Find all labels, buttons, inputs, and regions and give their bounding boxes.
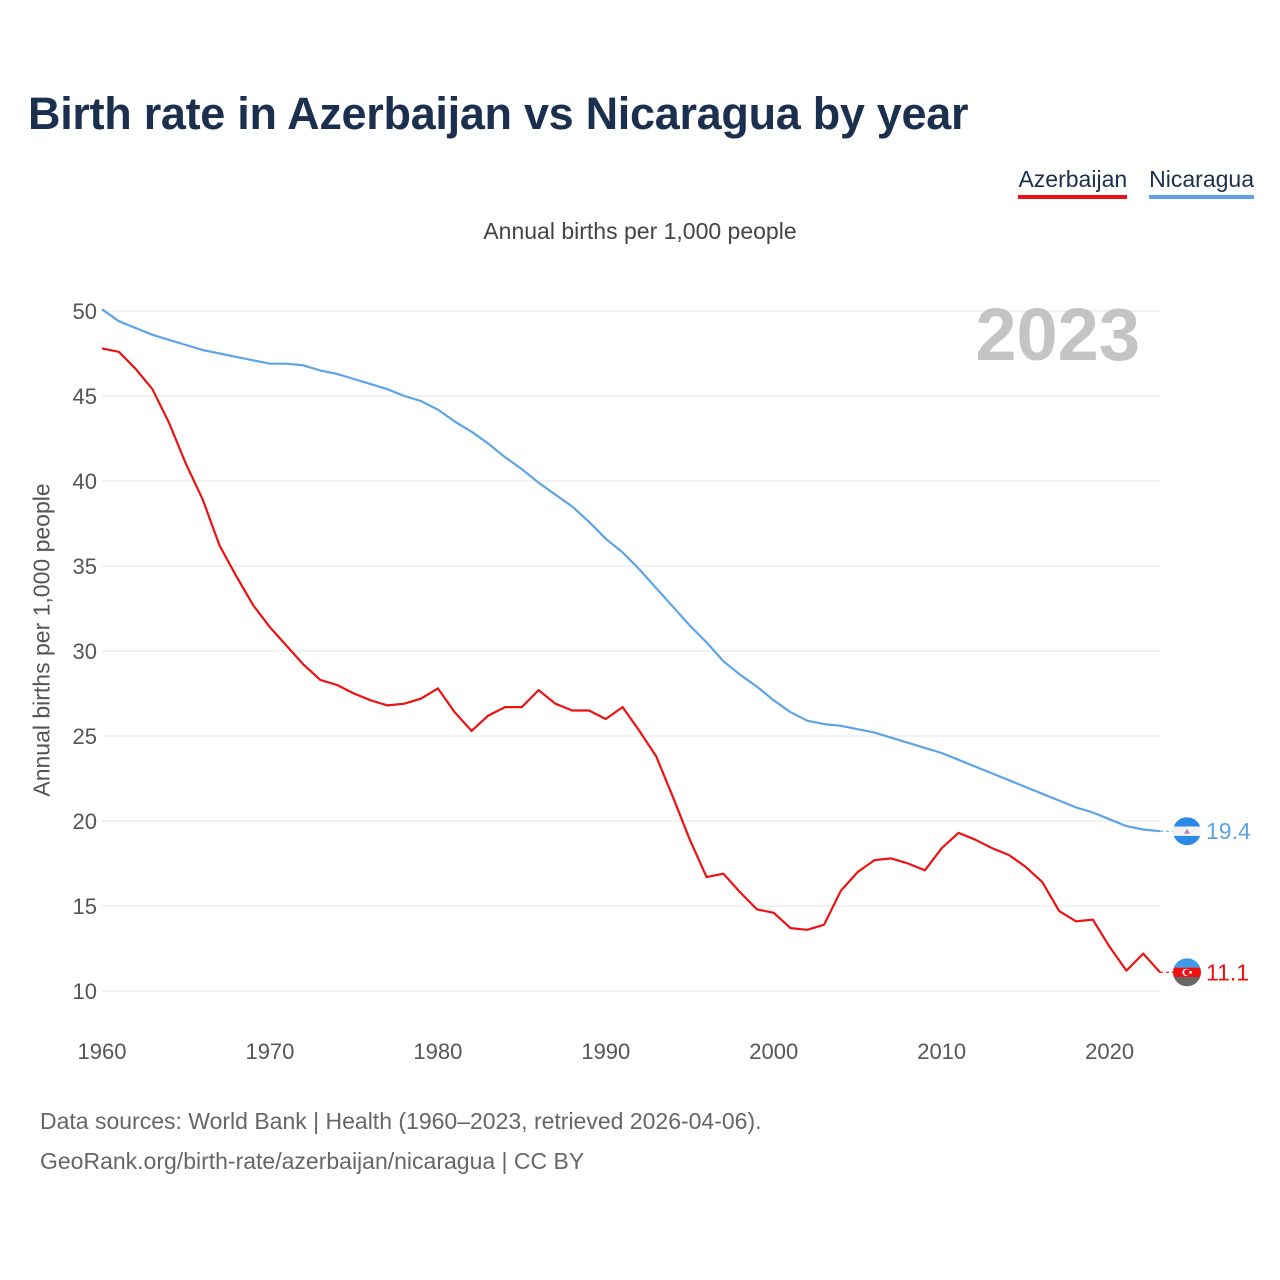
legend-item-nicaragua[interactable]: Nicaragua: [1149, 166, 1254, 199]
x-tick-label: 2010: [917, 1039, 966, 1064]
y-tick-label: 30: [73, 639, 97, 664]
x-tick-label: 1970: [245, 1039, 294, 1064]
flag-nicaragua-icon: [1173, 817, 1201, 846]
x-tick-label: 2000: [749, 1039, 798, 1064]
legend-item-azerbaijan[interactable]: Azerbaijan: [1018, 166, 1128, 199]
x-tick-label: 1990: [581, 1039, 630, 1064]
y-tick-label: 25: [73, 724, 97, 749]
series: [101, 308, 1161, 974]
footer-sources: Data sources: World Bank | Health (1960–…: [40, 1108, 762, 1134]
end-markers: 11.1 19.4: [1160, 817, 1251, 987]
legend: Azerbaijan Nicaragua: [1018, 166, 1254, 199]
end-value-label-azerbaijan: 11.1: [1206, 959, 1249, 985]
y-tick-label: 45: [73, 384, 97, 409]
y-tick-label: 50: [73, 299, 97, 324]
gridlines: [102, 310, 1160, 992]
y-tick-label: 10: [73, 979, 97, 1004]
flag-azerbaijan-icon: [1173, 958, 1201, 987]
chart-subtitle: Annual births per 1,000 people: [483, 218, 797, 244]
end-value-label-nicaragua: 19.4: [1206, 818, 1251, 844]
series-line-azerbaijan[interactable]: [101, 347, 1161, 974]
series-line-nicaragua[interactable]: [101, 308, 1161, 833]
y-tick-label: 40: [73, 469, 97, 494]
y-tick-label: 20: [73, 809, 97, 834]
chart-title: Birth rate in Azerbaijan vs Nicaragua by…: [28, 88, 969, 139]
x-tick-label: 1960: [78, 1039, 127, 1064]
x-tick-label: 2020: [1085, 1039, 1134, 1064]
x-axis-ticks: 1960 1970 1980 1990 2000 2010 2020: [78, 1039, 1135, 1064]
y-axis-ticks: 10 15 20 25 30 35 40 45 50: [73, 299, 97, 1004]
footer-link[interactable]: GeoRank.org/birth-rate/azerbaijan/nicara…: [40, 1148, 585, 1174]
x-tick-label: 1980: [413, 1039, 462, 1064]
y-tick-label: 35: [73, 554, 97, 579]
year-watermark: 2023: [975, 293, 1140, 376]
y-tick-label: 15: [73, 894, 97, 919]
